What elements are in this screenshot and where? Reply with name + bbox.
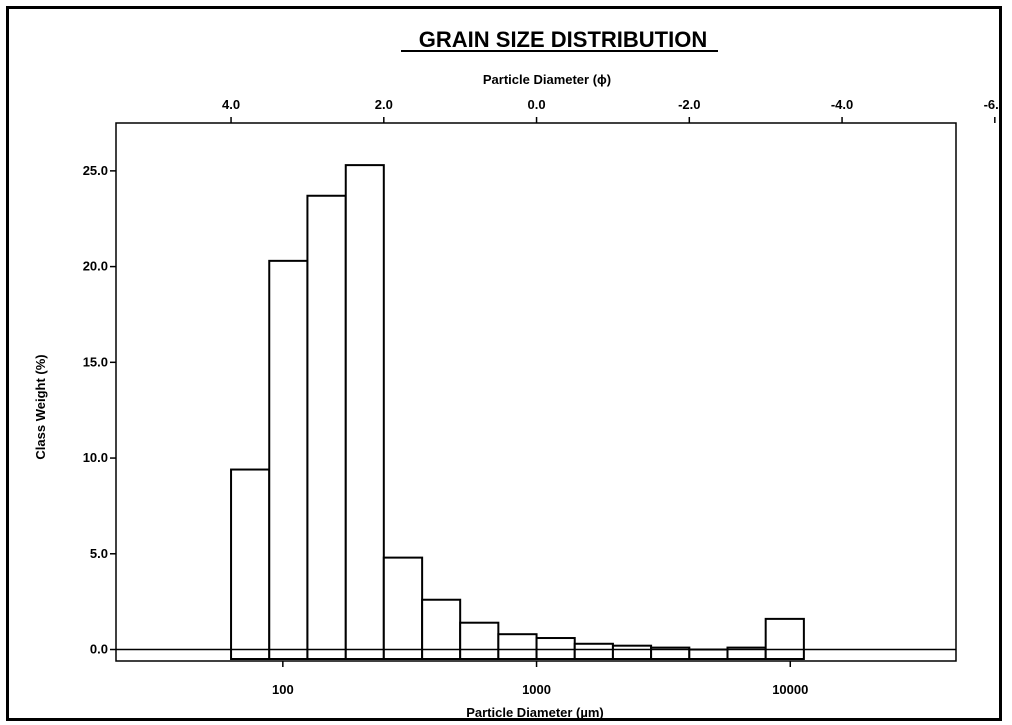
x2-axis-ticks: 4.0 2.0 0.0 -2.0 -4.0 -6.0 [222, 97, 999, 123]
histogram-bar [497, 633, 538, 661]
x-axis-label: Particle Diameter (µm) [466, 705, 604, 718]
histogram-bar [344, 164, 385, 660]
x-tick-label: 1000 [522, 682, 551, 697]
chart-frame: GRAIN SIZE DISTRIBUTION Particle Diamete… [6, 6, 1002, 721]
y-tick-label: 25.0 [83, 163, 108, 178]
x2-tick-label: -6.0 [984, 97, 999, 112]
histogram-bar [382, 556, 424, 661]
x2-axis-label: Particle Diameter (ϕ) [483, 72, 611, 87]
histogram-bars [116, 164, 956, 661]
x2-tick-label: 4.0 [222, 97, 240, 112]
y-tick-label: 10.0 [83, 450, 108, 465]
y-tick-label: 20.0 [83, 259, 108, 274]
histogram-bar [306, 194, 347, 660]
y-tick-label: 15.0 [83, 354, 108, 369]
grain-size-chart: GRAIN SIZE DISTRIBUTION Particle Diamete… [33, 27, 999, 718]
x2-tick-label: -2.0 [678, 97, 700, 112]
y-axis-ticks: 0.0 5.0 10.0 15.0 20.0 25.0 [83, 163, 116, 657]
histogram-bar [535, 637, 576, 660]
x-tick-label: 10000 [772, 682, 808, 697]
y-tick-label: 5.0 [90, 546, 108, 561]
y-tick-label: 0.0 [90, 642, 108, 657]
histogram-bar [688, 648, 729, 660]
x2-tick-label: -4.0 [831, 97, 853, 112]
x-tick-label: 100 [272, 682, 294, 697]
chart-title: GRAIN SIZE DISTRIBUTION [419, 27, 707, 52]
x-axis-ticks: 100 1000 10000 [272, 661, 808, 697]
histogram-bar [268, 259, 309, 661]
x2-tick-label: 2.0 [375, 97, 393, 112]
histogram-bar [573, 642, 614, 660]
histogram-bar [764, 617, 805, 661]
histogram-bar [459, 621, 500, 661]
y-axis-label: Class Weight (%) [33, 354, 48, 459]
histogram-bar [230, 468, 271, 660]
x2-tick-label: 0.0 [528, 97, 546, 112]
histogram-bar [611, 644, 653, 661]
